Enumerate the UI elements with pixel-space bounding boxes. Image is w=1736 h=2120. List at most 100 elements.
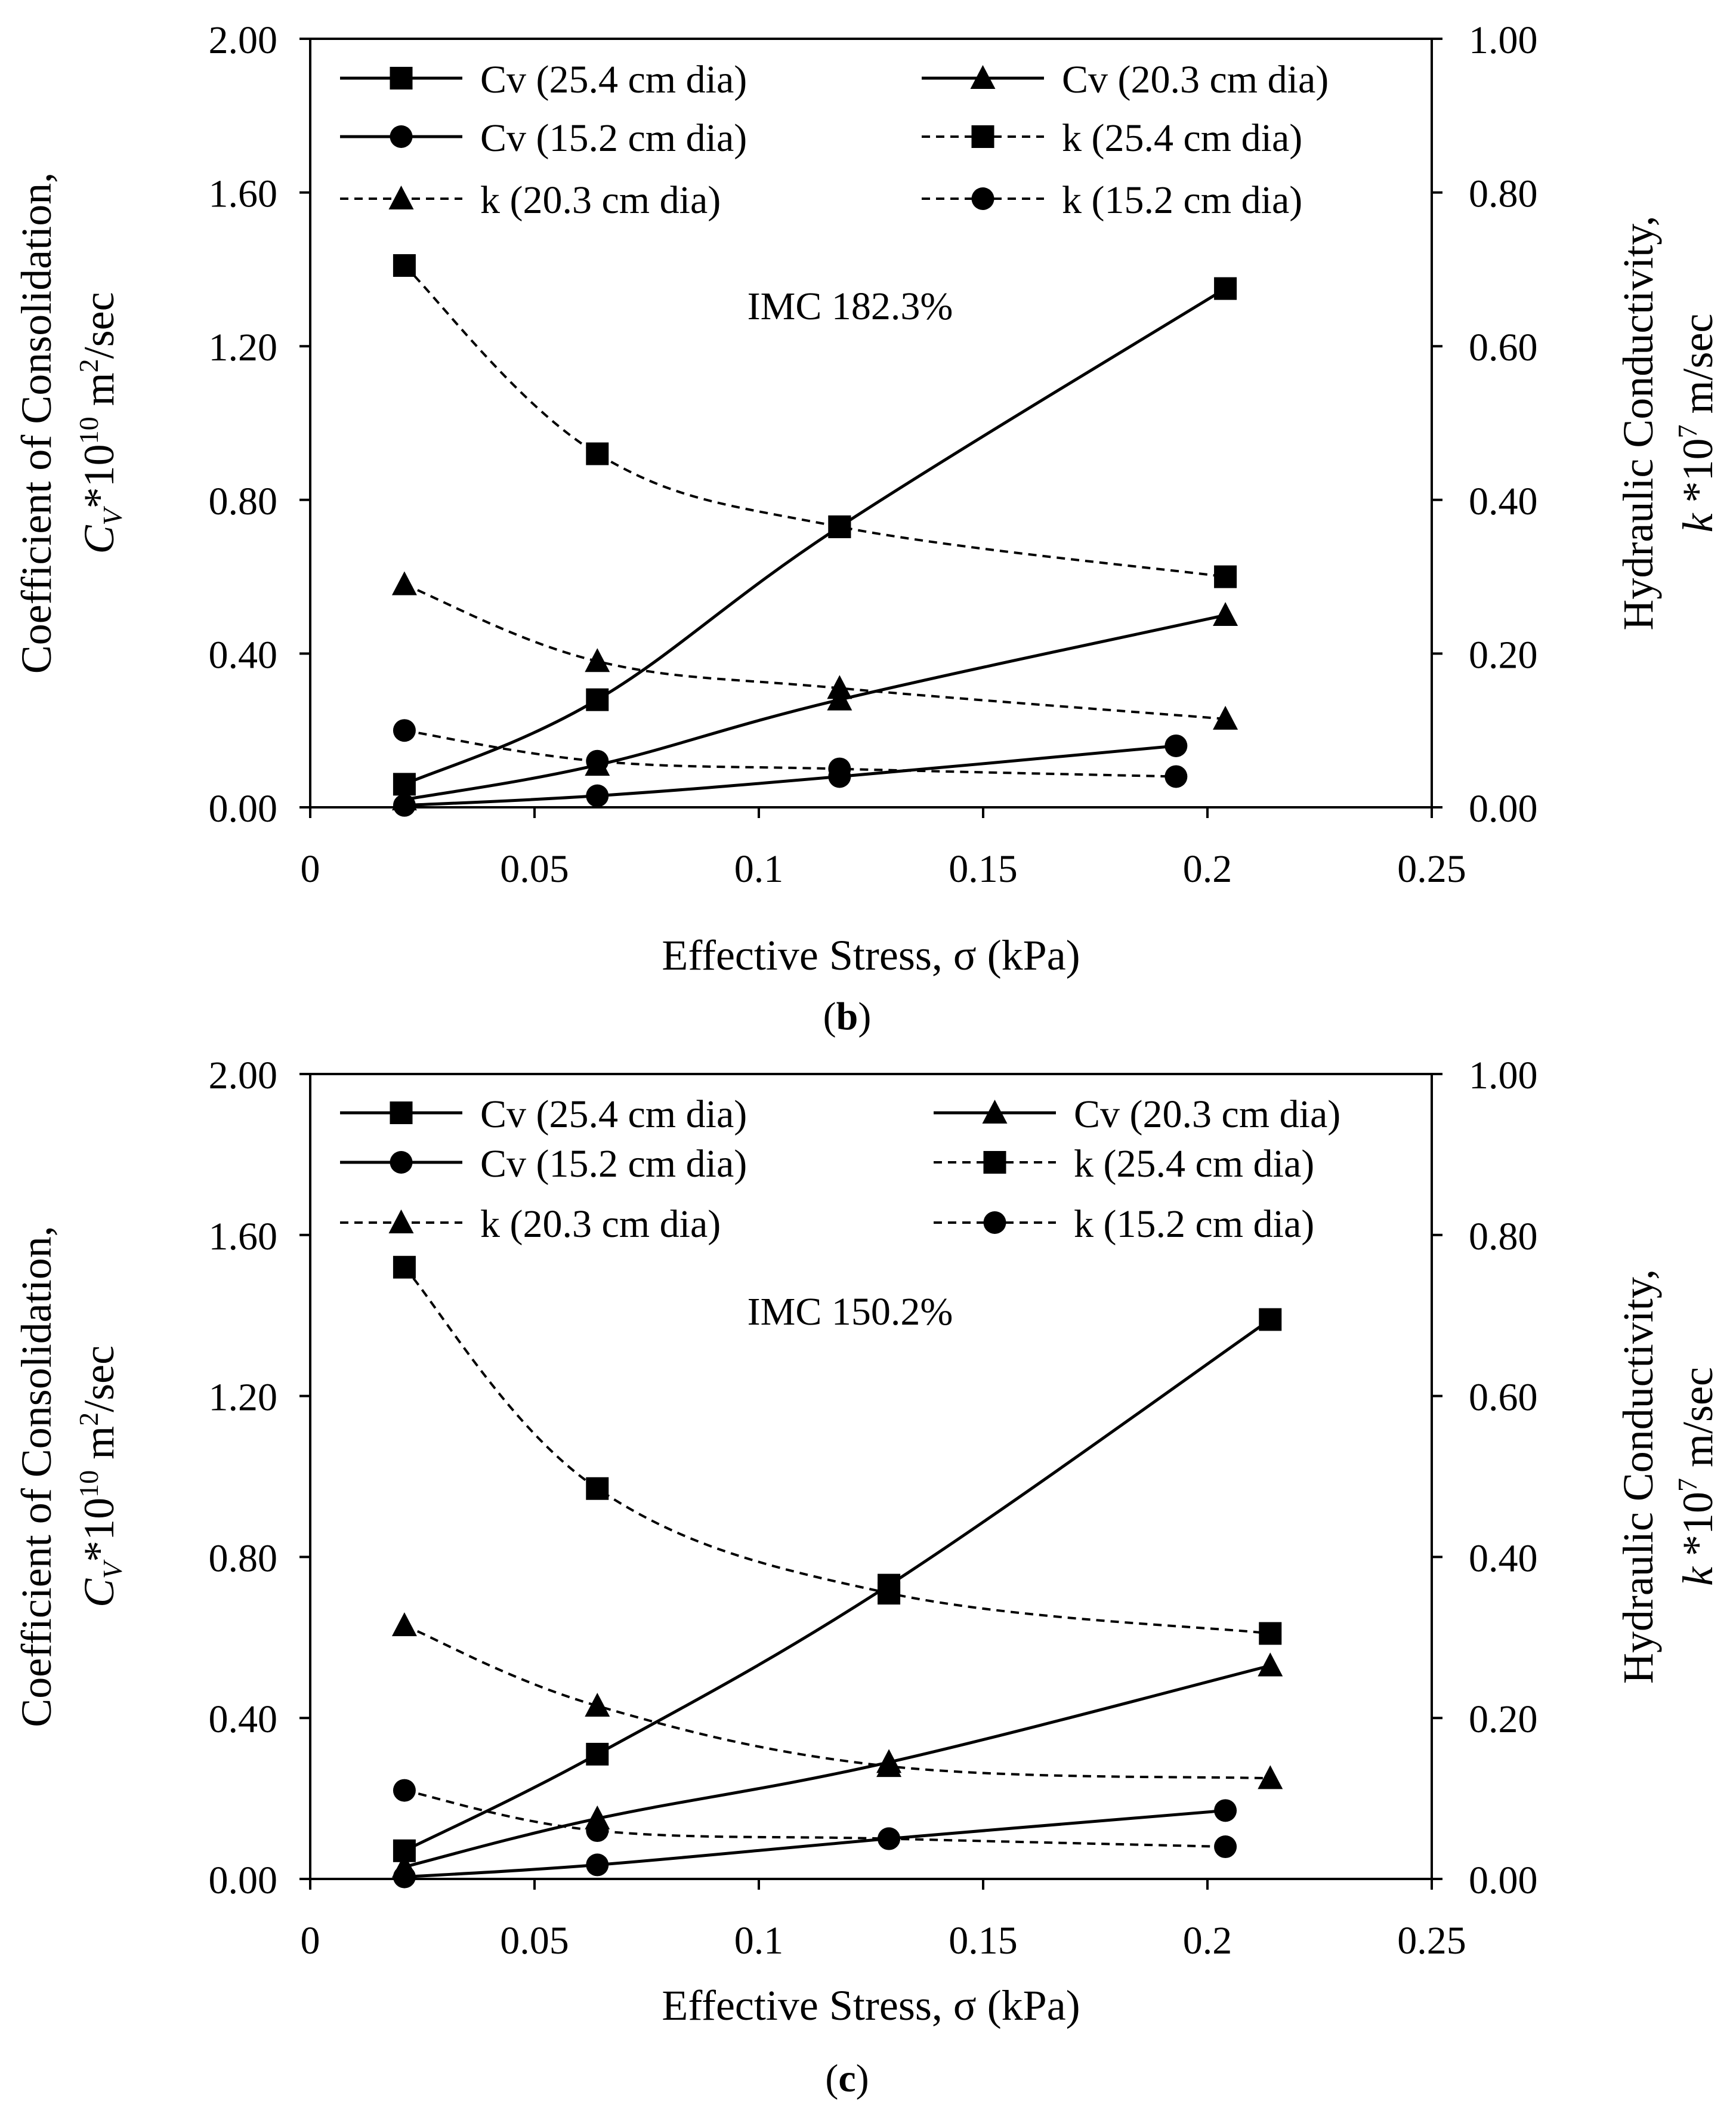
x-tick-label: 0.1 [734,847,784,891]
data-point [1258,1765,1283,1789]
y-right-tick-label: 0.20 [1469,1698,1538,1741]
data-point [1214,565,1237,588]
legend-label: Cv (15.2 cm dia) [480,116,747,160]
legend-label: Cv (15.2 cm dia) [480,1142,747,1186]
y-left-tick-label: 0.00 [209,1859,278,1902]
legend: Cv (25.4 cm dia) Cv (20.3 cm dia) Cv (15.2… [340,58,1329,222]
y-right-tick-label: 0.80 [1469,172,1538,216]
legend-label: k (20.3 cm dia) [480,178,721,222]
x-tick-label: 0.25 [1397,847,1466,891]
x-axis-title: Effective Stress, σ (kPa) [662,1982,1080,2029]
data-point [1214,277,1237,300]
series-k (15.2 cm dia) [393,1779,1237,1859]
legend-label: k (20.3 cm dia) [480,1202,721,1246]
x-tick-label: 0 [301,847,320,891]
data-point [391,571,417,595]
series-Cv (15.2 cm dia) [393,1799,1237,1888]
data-point [1214,1835,1237,1859]
series-k (15.2 cm dia) [393,719,1188,788]
series-line [404,583,1226,720]
legend-marker [390,67,413,90]
y-right-tick-label: 1.00 [1469,1054,1538,1097]
y-right-axis-unit: k *107 m/sec [1672,1367,1722,1586]
legend-label: k (25.4 cm dia) [1074,1142,1314,1186]
series-line [404,1809,1226,1879]
x-tick-label: 0.05 [500,1919,569,1962]
data-point [586,688,609,711]
x-tick-label: 0.25 [1397,1919,1466,1962]
y-right-tick-label: 0.40 [1469,1536,1538,1580]
series-line [404,1664,1271,1869]
data-point [586,1477,609,1500]
y-left-tick-label: 1.60 [209,1215,278,1258]
series-line [403,1318,1271,1853]
y-left-axis-title: Coefficient of Consolidation, [13,172,60,674]
y-left-tick-label: 0.40 [209,633,278,677]
data-point [393,1779,416,1802]
y-left-tick-label: 0.80 [209,1536,278,1580]
y-right-tick-label: 0.80 [1469,1215,1538,1258]
data-point [586,442,609,465]
series-k (25.4 cm dia) [393,1255,1282,1645]
y-left-axis-unit: CV*1010 m2/sec [73,292,128,554]
series-line [404,613,1226,801]
data-point [586,749,609,773]
legend-label: k (15.2 cm dia) [1074,1202,1314,1246]
data-point [1213,705,1238,730]
legend-label: Cv (25.4 cm dia) [480,1093,747,1136]
x-tick-label: 0.1 [734,1919,784,1962]
y-left-tick-label: 2.00 [209,18,278,62]
data-point [878,1582,901,1605]
legend-marker [390,1101,413,1124]
series-k (20.3 cm dia) [391,1612,1283,1789]
legend-marker [970,65,996,89]
legend-label: k (15.2 cm dia) [1062,178,1302,222]
x-tick-label: 0 [301,1919,320,1962]
y-left-tick-label: 0.80 [209,480,278,523]
series-Cv (25.4 cm dia) [393,277,1237,796]
chart-panel-c: 0 0.05 0.1 0.15 0.2 0.250.000.400.801.201.602… [13,1054,1722,2100]
legend-marker [971,125,994,148]
legend-label: Cv (20.3 cm dia) [1062,58,1329,101]
data-point [393,794,416,817]
data-point [586,1742,609,1766]
y-left-tick-label: 0.00 [209,787,278,831]
y-left-tick-label: 1.20 [209,1376,278,1419]
data-point [586,784,609,807]
data-point [1259,1308,1282,1331]
plot-frame [309,38,1433,808]
y-left-tick-label: 1.60 [209,172,278,216]
series-k (25.4 cm dia) [393,254,1237,588]
data-point [827,675,852,699]
legend-marker [388,1209,414,1233]
y-right-axis-unit: k *107 m/sec [1672,314,1722,533]
data-point [1259,1622,1282,1645]
y-right-axis-title: Hydraulic Conductivity, [1614,1269,1662,1684]
data-point [828,515,851,538]
data-point [393,719,416,742]
legend-marker [971,187,994,210]
data-point [586,1853,609,1877]
data-point [876,1753,902,1778]
legend-marker [983,1211,1006,1234]
data-point [828,757,851,780]
series-line [404,1624,1271,1780]
y-right-tick-label: 0.20 [1469,633,1538,677]
x-tick-label: 0.05 [500,847,569,891]
legend-marker [983,1151,1006,1174]
y-right-tick-label: 0.60 [1469,1376,1538,1419]
series-k (20.3 cm dia) [391,571,1238,730]
plot-frame [309,1073,1433,1880]
data-point [391,1612,417,1637]
panel-label: (b) [823,995,872,1038]
series-line [404,1789,1226,1849]
x-tick-label: 0.2 [1183,1919,1233,1962]
data-point [1258,1652,1283,1677]
legend-marker [390,125,413,148]
legend-label: k (25.4 cm dia) [1062,116,1302,160]
series-line [404,744,1176,807]
y-right-tick-label: 0.60 [1469,326,1538,369]
x-axis-title: Effective Stress, σ (kPa) [662,931,1080,979]
series-Cv (25.4 cm dia) [393,1308,1282,1862]
data-point [393,1255,416,1279]
